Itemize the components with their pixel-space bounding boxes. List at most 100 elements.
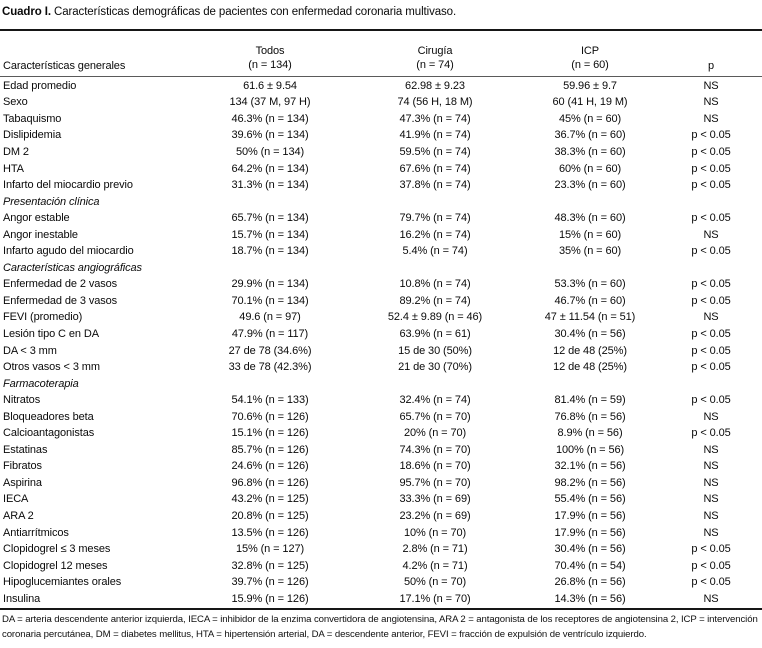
cell-label: Infarto agudo del miocardio [3, 245, 134, 258]
cell-p: NS [703, 493, 719, 506]
cell-cirugia: 63.9% (n = 61) [399, 327, 471, 340]
table-caption: Cuadro I. Características demográficas d… [2, 6, 456, 18]
cell-todos: 15.1% (n = 126) [231, 427, 309, 440]
section-row: Farmacoterapia [0, 375, 762, 392]
cell-label: Infarto del miocardio previo [3, 179, 133, 192]
cell-label: Otros vasos < 3 mm [3, 361, 100, 374]
cell-cirugia: 74.3% (n = 70) [399, 443, 471, 456]
table-row: Infarto agudo del miocardio 18.7% (n = 13… [0, 243, 762, 260]
cell-todos: 27 de 78 (34.6%) [228, 344, 312, 357]
cell-cirugia: 21 de 30 (70%) [398, 361, 472, 374]
cell-label: Calcioantagonistas [3, 427, 95, 440]
table-row: Clopidogrel 12 meses 32.8% (n = 125) 4.2% … [0, 557, 762, 574]
cell-todos: 65.7% (n = 134) [231, 212, 309, 225]
cell-label: Insulina [3, 592, 41, 605]
table-row: Angor estable 65.7% (n = 134) 79.7% (n = 7… [0, 210, 762, 227]
cell-label: Angor inestable [3, 228, 78, 241]
section-row: Presentación clínica [0, 193, 762, 210]
cell-icp: 23.3% (n = 60) [554, 179, 626, 192]
cell-todos: 15% (n = 127) [235, 543, 305, 556]
table-caption-label: Cuadro I. [2, 6, 51, 18]
column-header-cirugia: Cirugía (n = 74) [350, 45, 520, 75]
table-row: Clopidogrel ≤ 3 meses 15% (n = 127) 2.8% (… [0, 541, 762, 558]
table-row: Calcioantagonistas 15.1% (n = 126) 20% (n … [0, 425, 762, 442]
cell-cirugia: 52.4 ± 9.89 (n = 46) [387, 311, 483, 324]
table-row: Nitratos 54.1% (n = 133) 32.4% (n = 74) 81.… [0, 392, 762, 409]
cell-p: NS [703, 509, 719, 522]
cell-label: Nitratos [3, 394, 41, 407]
cell-label: Antiarrítmicos [3, 526, 69, 539]
table-row: Bloqueadores beta 70.6% (n = 126) 65.7% (n… [0, 408, 762, 425]
cell-p: NS [703, 592, 719, 605]
cell-icp: 70.4% (n = 54) [554, 559, 626, 572]
table-body: Edad promedio 61.6 ± 9.54 62.98 ± 9.23 59.9… [0, 78, 762, 608]
cell-todos: 20.8% (n = 125) [231, 509, 309, 522]
table-row: Angor inestable 15.7% (n = 134) 16.2% (n =… [0, 226, 762, 243]
column-header-p: p [707, 60, 715, 72]
cell-icp: 36.7% (n = 60) [554, 129, 626, 142]
column-header-cirugia-name: Cirugía [417, 45, 453, 57]
table-row: Insulina 15.9% (n = 126) 17.1% (n = 70) 14.… [0, 590, 762, 607]
cell-icp: 46.7% (n = 60) [554, 294, 626, 307]
cell-todos: 33 de 78 (42.3%) [228, 361, 312, 374]
cell-p: p < 0.05 [691, 327, 731, 340]
cell-label: Tabaquismo [3, 112, 62, 125]
cell-icp: 12 de 48 (25%) [553, 361, 627, 374]
section-row: Características angiográficas [0, 260, 762, 277]
table-row: Aspirina 96.8% (n = 126) 95.7% (n = 70) 98.… [0, 475, 762, 492]
cell-icp: 45% (n = 60) [558, 112, 622, 125]
cell-todos: 31.3% (n = 134) [231, 179, 309, 192]
cell-label: Dislipidemia [3, 129, 62, 142]
cell-p: NS [703, 311, 719, 324]
column-header-todos: Todos (n = 134) [190, 45, 350, 75]
cell-p: p < 0.05 [691, 245, 731, 258]
table-row: Lesión tipo C en DA 47.9% (n = 117) 63.9% … [0, 326, 762, 343]
cell-icp: 98.2% (n = 56) [554, 476, 626, 489]
cell-p: p < 0.05 [691, 145, 731, 158]
cell-p: p < 0.05 [691, 394, 731, 407]
cell-p: p < 0.05 [691, 427, 731, 440]
cell-icp: 30.4% (n = 56) [554, 543, 626, 556]
cell-label: Hipoglucemiantes orales [3, 576, 122, 589]
table-row: Hipoglucemiantes orales 39.7% (n = 126) 50… [0, 574, 762, 591]
cell-label: Presentación clínica [3, 195, 100, 208]
table-row: Tabaquismo 46.3% (n = 134) 47.3% (n = 74) 4… [0, 111, 762, 128]
cell-p: p < 0.05 [691, 179, 731, 192]
cell-cirugia: 59.5% (n = 74) [399, 145, 471, 158]
cell-p: p < 0.05 [691, 278, 731, 291]
cell-icp: 81.4% (n = 59) [554, 394, 626, 407]
cell-todos: 46.3% (n = 134) [231, 112, 309, 125]
cell-p: p < 0.05 [691, 129, 731, 142]
cell-cirugia: 32.4% (n = 74) [399, 394, 471, 407]
cell-cirugia: 10% (n = 70) [403, 526, 467, 539]
cell-todos: 39.6% (n = 134) [231, 129, 309, 142]
table-footnote: DA = arteria descendente anterior izquie… [2, 614, 758, 640]
cell-todos: 24.6% (n = 126) [231, 460, 309, 473]
cell-p: p < 0.05 [691, 361, 731, 374]
cell-todos: 15.9% (n = 126) [231, 592, 309, 605]
cell-label: ARA 2 [3, 509, 34, 522]
cell-cirugia: 67.6% (n = 74) [399, 162, 471, 175]
cell-todos: 50% (n = 134) [235, 145, 305, 158]
table-row: DM 2 50% (n = 134) 59.5% (n = 74) 38.3% (n … [0, 144, 762, 161]
cell-todos: 43.2% (n = 125) [231, 493, 309, 506]
cell-todos: 49.6 (n = 97) [239, 311, 301, 324]
cell-todos: 39.7% (n = 126) [231, 576, 309, 589]
cell-icp: 26.8% (n = 56) [554, 576, 626, 589]
cell-icp: 14.3% (n = 56) [554, 592, 626, 605]
cell-icp: 100% (n = 56) [555, 443, 625, 456]
cell-cirugia: 4.2% (n = 71) [402, 559, 468, 572]
cell-icp: 47 ± 11.54 (n = 51) [544, 311, 636, 324]
cell-cirugia: 10.8% (n = 74) [399, 278, 471, 291]
cell-label: Lesión tipo C en DA [3, 327, 99, 340]
cell-p: NS [703, 526, 719, 539]
cell-todos: 96.8% (n = 126) [231, 476, 309, 489]
table-row: IECA 43.2% (n = 125) 33.3% (n = 69) 55.4% (… [0, 491, 762, 508]
table-row: Otros vasos < 3 mm 33 de 78 (42.3%) 21 de … [0, 359, 762, 376]
table-row: Enfermedad de 3 vasos 70.1% (n = 134) 89.2… [0, 293, 762, 310]
cell-todos: 85.7% (n = 126) [231, 443, 309, 456]
cell-todos: 134 (37 M, 97 H) [229, 96, 311, 109]
cell-label: Características angiográficas [3, 261, 142, 274]
cell-label: FEVI (promedio) [3, 311, 83, 324]
